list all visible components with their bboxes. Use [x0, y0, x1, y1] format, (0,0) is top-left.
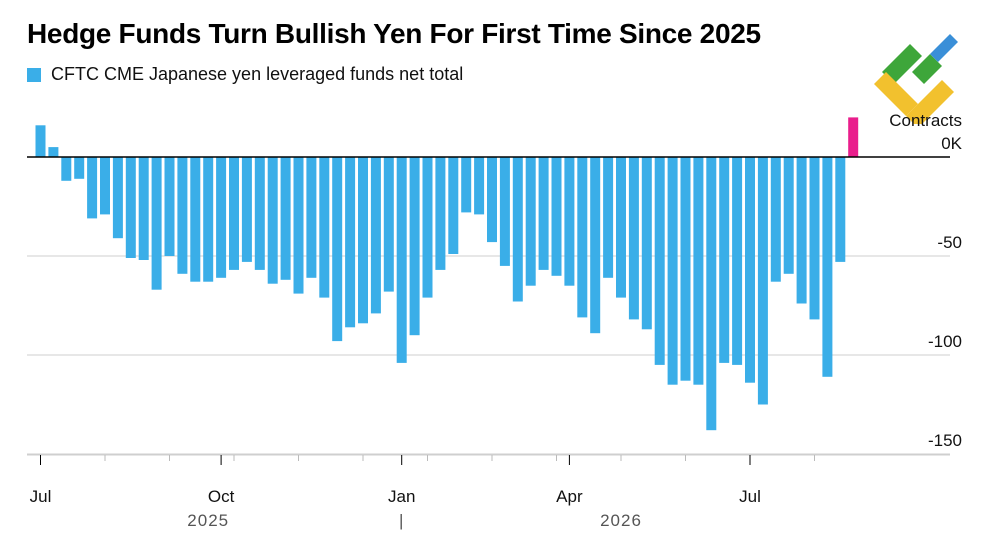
- bar: [383, 157, 394, 292]
- bar: [358, 157, 368, 324]
- bar: [332, 157, 343, 342]
- bar: [693, 157, 704, 385]
- bar: [538, 157, 549, 270]
- bar: [409, 157, 420, 336]
- bar: [499, 157, 510, 266]
- bar: [745, 157, 755, 383]
- bar: [835, 157, 846, 262]
- bar: [319, 157, 330, 298]
- chart-title: Hedge Funds Turn Bullish Yen For First T…: [27, 18, 761, 49]
- bar: [293, 157, 304, 294]
- bar: [822, 157, 833, 377]
- y-tick-label: -150: [928, 431, 962, 450]
- bar: [551, 157, 562, 276]
- bar: [61, 157, 72, 181]
- bar: [74, 157, 85, 179]
- year-divider: |: [399, 511, 404, 530]
- bar: [241, 157, 252, 262]
- x-tick-label: Jul: [30, 487, 52, 506]
- x-tick-label: Apr: [556, 487, 583, 506]
- bar: [474, 157, 485, 215]
- bar: [512, 157, 523, 302]
- x-tick-label: Jan: [388, 487, 415, 506]
- bar: [448, 157, 459, 254]
- bar: [603, 157, 614, 278]
- bar: [757, 157, 768, 405]
- legend: CFTC CME Japanese yen leveraged funds ne…: [27, 64, 463, 85]
- bar: [809, 157, 820, 320]
- bar: [732, 157, 743, 365]
- bar: [461, 157, 472, 213]
- bar: [487, 157, 497, 243]
- legend-label: CFTC CME Japanese yen leveraged funds ne…: [51, 64, 464, 84]
- bar: [112, 157, 123, 239]
- bar: [590, 157, 601, 334]
- bar: [796, 157, 807, 304]
- bar: [848, 117, 859, 157]
- bar: [525, 157, 536, 286]
- bar: [48, 147, 59, 157]
- bar: [280, 157, 291, 280]
- bar: [164, 157, 175, 256]
- bar: [616, 157, 626, 298]
- bar: [370, 157, 381, 314]
- bar: [138, 157, 149, 260]
- x-tick-label: Jul: [739, 487, 761, 506]
- x-tick-label: Oct: [208, 487, 235, 506]
- bar: [151, 157, 162, 290]
- bar: [306, 157, 317, 278]
- bar: [422, 157, 433, 298]
- bar: [125, 157, 136, 258]
- bar: [177, 157, 188, 274]
- bar: [229, 157, 239, 270]
- bar: [396, 157, 407, 363]
- bar: [577, 157, 588, 318]
- bar: [719, 157, 730, 363]
- y-axis-unit-label: Contracts: [889, 111, 962, 130]
- liteforex-logo-icon: [874, 34, 958, 124]
- bar: [706, 157, 717, 431]
- bar: [216, 157, 227, 278]
- bar: [783, 157, 794, 274]
- x-year-label: 2025: [187, 511, 229, 530]
- bar: [267, 157, 278, 284]
- bar: [564, 157, 575, 286]
- bar: [435, 157, 446, 270]
- bar: [770, 157, 781, 282]
- bar: [87, 157, 98, 219]
- legend-swatch: [27, 67, 41, 82]
- bar: [628, 157, 639, 320]
- bar: [345, 157, 356, 328]
- y-tick-label: -50: [937, 233, 962, 252]
- y-tick-label: -100: [928, 332, 962, 351]
- bar: [680, 157, 691, 381]
- y-tick-label: 0K: [941, 134, 962, 153]
- bar: [667, 157, 678, 385]
- bar: [100, 157, 110, 215]
- bar: [35, 125, 46, 157]
- bar: [254, 157, 265, 270]
- bar: [654, 157, 665, 365]
- x-year-label: 2026: [600, 511, 642, 530]
- bar: [641, 157, 652, 330]
- bar: [190, 157, 201, 282]
- bar: [203, 157, 214, 282]
